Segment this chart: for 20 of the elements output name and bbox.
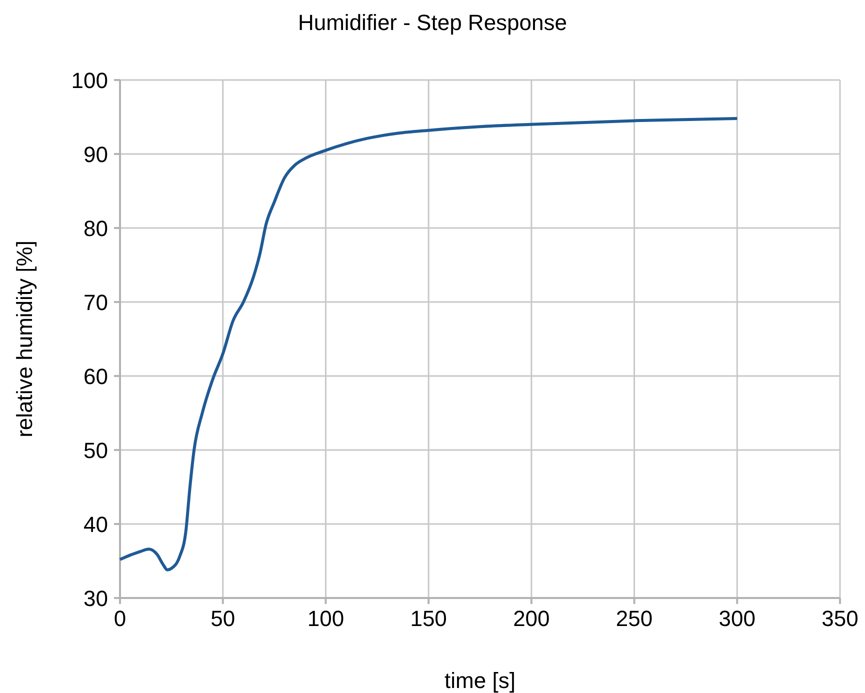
- x-axis-title: time [s]: [444, 668, 516, 693]
- y-tick-label: 50: [84, 438, 108, 463]
- x-tick-label: 350: [822, 606, 858, 631]
- y-tick-label: 100: [71, 68, 108, 93]
- x-tick-label: 150: [410, 606, 447, 631]
- x-tick-label: 50: [210, 606, 236, 631]
- y-tick-label: 90: [84, 142, 108, 167]
- x-tick-label: 300: [718, 606, 756, 631]
- y-axis-title: relative humidity [%]: [12, 240, 37, 438]
- y-tick-label: 30: [84, 586, 108, 611]
- x-tick-label: 200: [513, 606, 550, 631]
- chart-title: Humidifier - Step Response: [298, 10, 568, 35]
- y-tick-label: 70: [84, 290, 108, 315]
- x-tick-label: 250: [616, 606, 653, 631]
- y-tick-label: 40: [84, 512, 108, 537]
- x-tick-label: 100: [307, 606, 344, 631]
- line-series: [118, 116, 739, 572]
- x-tick-label: 0: [114, 606, 126, 631]
- y-tick-label: 80: [84, 216, 108, 241]
- y-tick-label: 60: [84, 364, 108, 389]
